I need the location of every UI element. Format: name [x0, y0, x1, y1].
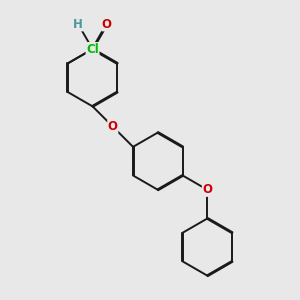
Text: Cl: Cl — [86, 43, 99, 56]
Text: O: O — [102, 18, 112, 31]
Text: O: O — [108, 120, 118, 133]
Text: O: O — [202, 183, 212, 196]
Text: H: H — [73, 18, 83, 31]
